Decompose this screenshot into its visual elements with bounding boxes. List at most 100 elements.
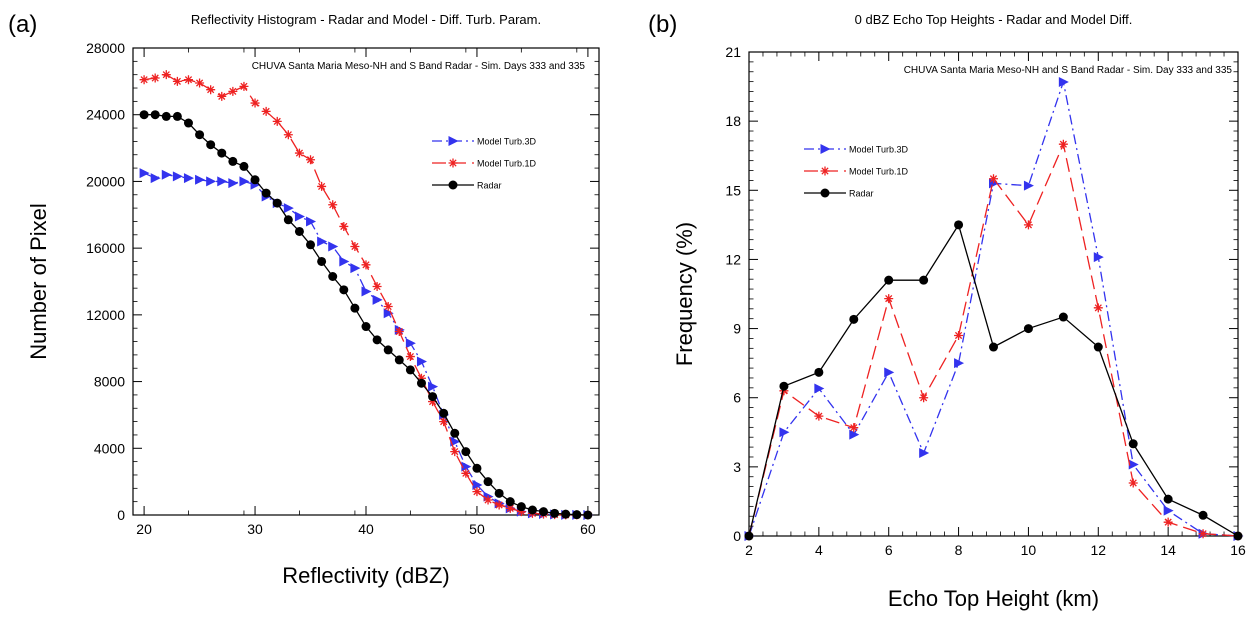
data-point (361, 322, 371, 332)
data-point (283, 203, 294, 214)
data-point (572, 510, 582, 520)
y-tick-label: 15 (725, 182, 741, 198)
data-point (405, 338, 416, 349)
series-line (144, 114, 588, 516)
data-point (272, 116, 282, 126)
data-point (1023, 220, 1033, 230)
data-point (261, 106, 271, 116)
data-point (989, 342, 998, 352)
data-point (583, 510, 593, 520)
data-point (505, 503, 515, 513)
data-point (450, 436, 461, 447)
y-tick-label: 3 (733, 459, 741, 475)
x-tick-label: 4 (815, 542, 823, 558)
x-tick-label: 2 (745, 542, 753, 558)
data-point (849, 429, 860, 440)
data-point (250, 98, 260, 108)
data-point (527, 505, 537, 515)
data-point (183, 173, 194, 184)
data-point (1058, 76, 1069, 87)
x-axis-label: Reflectivity (dBZ) (282, 563, 449, 588)
legend-label: Model Turb.3D (477, 137, 537, 147)
series-line (748, 142, 1239, 537)
data-point (161, 70, 171, 80)
data-point (416, 378, 426, 388)
x-tick-label: 40 (358, 521, 374, 537)
y-tick-label: 9 (733, 321, 741, 337)
legend: Model Turb.3D Model Turb.1D Radar (804, 144, 909, 199)
y-tick-label: 0 (733, 528, 741, 544)
y-tick-label: 4000 (94, 440, 125, 456)
data-point (814, 411, 824, 421)
data-point (550, 508, 560, 518)
data-point (183, 118, 193, 128)
data-point (428, 397, 438, 407)
y-tick-label: 6 (733, 390, 741, 406)
data-point (183, 75, 193, 85)
data-point (306, 216, 317, 227)
series-model-turb-1d (139, 70, 593, 520)
x-tick-label: 14 (1160, 542, 1176, 558)
data-point (779, 427, 790, 438)
data-point (1128, 478, 1138, 488)
data-point (439, 408, 449, 418)
data-point (416, 373, 426, 383)
data-point (954, 330, 964, 340)
data-point (250, 175, 260, 185)
chart-annotation: CHUVA Santa Maria Meso-NH and S Band Rad… (252, 61, 586, 72)
data-point (1023, 180, 1034, 191)
x-tick-label: 16 (1230, 542, 1246, 558)
data-point (150, 173, 161, 184)
data-point (383, 308, 394, 319)
legend-label: Model Turb.1D (477, 159, 537, 169)
data-point (1128, 459, 1139, 470)
y-tick-label: 28000 (86, 40, 125, 56)
data-point (1233, 531, 1243, 541)
data-point (1058, 312, 1068, 322)
data-point (283, 215, 293, 225)
data-point (283, 130, 293, 140)
data-point (361, 286, 372, 297)
data-point (139, 168, 150, 179)
data-point (884, 275, 894, 285)
data-point (195, 130, 205, 140)
data-point (306, 240, 316, 250)
x-tick-label: 60 (580, 521, 596, 537)
data-point (139, 110, 149, 120)
data-point (317, 256, 327, 266)
data-point (1128, 439, 1138, 449)
data-point (350, 241, 360, 251)
legend-marker (820, 166, 830, 176)
data-point (779, 381, 789, 391)
data-point (472, 479, 483, 490)
data-point (239, 176, 250, 187)
x-tick-label: 6 (885, 542, 893, 558)
y-tick-label: 24000 (86, 107, 125, 123)
data-point (328, 241, 339, 252)
panel-tag: (a) (8, 11, 37, 38)
legend-marker (448, 180, 458, 190)
data-point (394, 327, 404, 337)
data-point (228, 156, 238, 166)
data-point (317, 236, 328, 247)
data-point (317, 181, 327, 191)
data-point (919, 448, 930, 459)
legend-label: Radar (477, 181, 502, 191)
data-point (450, 447, 460, 457)
x-tick-label: 30 (247, 521, 263, 537)
data-point (195, 78, 205, 88)
x-tick-label: 20 (136, 521, 152, 537)
y-tick-label: 12 (725, 251, 741, 267)
legend-marker (448, 136, 459, 146)
data-point (139, 75, 149, 85)
data-point (172, 171, 183, 182)
data-point (206, 85, 216, 95)
data-point (217, 91, 227, 101)
data-point (361, 260, 371, 270)
data-point (328, 200, 338, 210)
data-point (461, 447, 471, 457)
data-point (516, 507, 526, 517)
data-point (1023, 324, 1033, 334)
data-point (919, 393, 929, 403)
data-point (339, 256, 350, 267)
